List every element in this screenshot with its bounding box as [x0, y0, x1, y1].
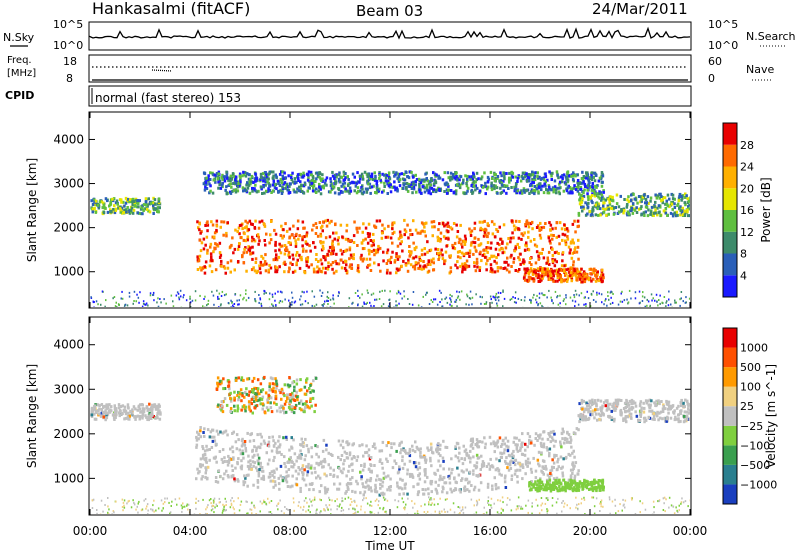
- x-axis: 00:00 04:00 08:00 12:00 16:00 20:00 00:00: [73, 112, 708, 538]
- noise-right-tick-top: 10^5: [708, 18, 738, 31]
- freq-label-line1: Freq.: [7, 55, 32, 66]
- velocity-colorbar-swatch-1: [723, 464, 737, 485]
- velocity-colorbar-tick-4: −25: [740, 420, 763, 433]
- power-region-3: [522, 267, 605, 284]
- x-tick-label-5: 20:00: [573, 524, 608, 538]
- freq-left-tick-bottom: 8: [66, 72, 73, 85]
- velocity-ytick-label-2: 3000: [53, 382, 84, 396]
- power-panel: 1000 2000 3000 4000 Slant Range [km] 4 8 12 16…: [25, 111, 773, 309]
- power-heatmap: [90, 170, 690, 307]
- power-ytick-label-2: 3000: [53, 177, 84, 191]
- velocity-colorbar-tick-7: −1000: [740, 478, 777, 491]
- power-region-4: [577, 192, 690, 218]
- velocity-ytick-label-1: 2000: [53, 427, 84, 441]
- velocity-heatmap: [90, 375, 690, 514]
- power-colorbar-swatch-5: [723, 166, 737, 189]
- power-region-2: [196, 218, 580, 275]
- x-tick-label-1: 04:00: [173, 524, 208, 538]
- power-ytick-label-1: 2000: [53, 221, 84, 235]
- power-colorbar-swatch-6: [723, 144, 737, 167]
- velocity-colorbar-tick-5: −100: [740, 439, 770, 452]
- velocity-colorbar-swatch-8: [723, 328, 737, 348]
- noise-panel: N.Sky 10^5 10^0 10^5 10^0 N.Search: [3, 18, 796, 52]
- power-colorbar-swatch-3: [723, 210, 737, 232]
- power-colorbar-label: Power [dB]: [759, 177, 773, 242]
- beam-title: Beam 03: [356, 2, 423, 20]
- power-ytick-label-0: 1000: [53, 265, 84, 279]
- velocity-panel: 1000 2000 3000 4000 Slant Range [km] 1000 50…: [25, 316, 778, 516]
- velocity-near-range-speckle: [91, 496, 690, 514]
- freq-panel: Freq. [MHz] 18 8 60 0 Nave: [7, 54, 774, 85]
- velocity-ytick-label-0: 1000: [53, 471, 84, 485]
- velocity-colorbar-label: Velocity [m s^-1]: [764, 364, 778, 468]
- power-region-1: [202, 170, 605, 196]
- power-colorbar-swatch-2: [723, 231, 737, 254]
- velocity-colorbar-tick-3: 25: [740, 400, 754, 413]
- power-ylabel: Slant Range [km]: [25, 158, 39, 262]
- noise-left-tick-top: 10^5: [53, 18, 83, 31]
- noise-sky-label: N.Sky: [3, 31, 35, 44]
- radar-title: Hankasalmi (fitACF): [92, 0, 250, 18]
- cpid-label: CPID: [5, 89, 34, 102]
- power-near-range-speckle: [90, 289, 690, 307]
- velocity-colorbar-tick-0: 1000: [740, 342, 768, 355]
- power-colorbar-swatch-4: [723, 188, 737, 210]
- freq-right-tick-bottom: 0: [708, 72, 715, 85]
- velocity-colorbar-swatch-2: [723, 445, 737, 465]
- freq-right-tick-top: 60: [708, 55, 722, 68]
- x-tick-label-4: 16:00: [473, 524, 508, 538]
- velocity-colorbar-swatch-4: [723, 406, 737, 426]
- power-colorbar: 4 8 12 16 20 24 28: [722, 122, 754, 298]
- velocity-region-0: [90, 402, 162, 422]
- freq-label-line2: [MHz]: [7, 68, 36, 79]
- power-colorbar-tick-6: 28: [740, 139, 754, 152]
- cpid-text: normal (fast stereo) 153: [95, 91, 241, 105]
- x-tick-label-2: 08:00: [273, 524, 308, 538]
- x-tick-label-3: 12:00: [373, 524, 408, 538]
- velocity-colorbar-swatch-3: [723, 425, 737, 446]
- velocity-region-1: [195, 426, 580, 497]
- freq-left-tick-top: 18: [63, 55, 77, 68]
- x-tick-label-0: 00:00: [73, 524, 108, 538]
- nave-label: Nave: [746, 63, 774, 76]
- power-colorbar-swatch-1: [723, 253, 737, 276]
- velocity-colorbar-tick-1: 500: [740, 361, 761, 374]
- power-colorbar-swatch-0: [723, 275, 737, 297]
- power-colorbar-tick-5: 24: [740, 161, 754, 174]
- noise-left-tick-bottom: 10^0: [53, 39, 83, 52]
- velocity-colorbar-tick-2: 100: [740, 381, 761, 394]
- x-tick-label-6: 00:00: [673, 524, 708, 538]
- power-region-0: [90, 196, 162, 216]
- power-colorbar-tick-2: 12: [740, 226, 754, 239]
- noise-sky-trace: [89, 26, 691, 40]
- power-ytick-label-3: 4000: [53, 132, 84, 146]
- velocity-region-3: [528, 478, 605, 493]
- velocity-ylabel: Slant Range [km]: [25, 364, 39, 468]
- velocity-ytick-label-3: 4000: [53, 338, 84, 352]
- velocity-colorbar-swatch-5: [723, 386, 737, 407]
- x-axis-label: Time UT: [364, 539, 415, 553]
- power-colorbar-tick-4: 20: [740, 182, 754, 195]
- velocity-colorbar-swatch-6: [723, 367, 737, 387]
- velocity-colorbar-swatch-7: [723, 347, 737, 368]
- power-colorbar-tick-3: 16: [740, 204, 754, 217]
- power-colorbar-swatch-7: [723, 123, 737, 145]
- velocity-colorbar-swatch-0: [723, 484, 737, 504]
- power-colorbar-tick-0: 4: [740, 269, 747, 282]
- power-colorbar-tick-1: 8: [740, 248, 747, 261]
- velocity-colorbar: 1000 500 100 25 −25 −100 −500 −1000: [722, 327, 777, 505]
- freq-dip: [151, 69, 173, 72]
- velocity-region-2: [215, 375, 318, 415]
- cpid-panel: CPID normal (fast stereo) 153: [5, 85, 692, 107]
- velocity-region-4: [577, 398, 690, 424]
- velocity-colorbar-tick-6: −500: [740, 459, 770, 472]
- date-title: 24/Mar/2011: [592, 0, 688, 18]
- noise-search-label: N.Search: [746, 30, 796, 43]
- noise-right-tick-bottom: 10^0: [708, 39, 738, 52]
